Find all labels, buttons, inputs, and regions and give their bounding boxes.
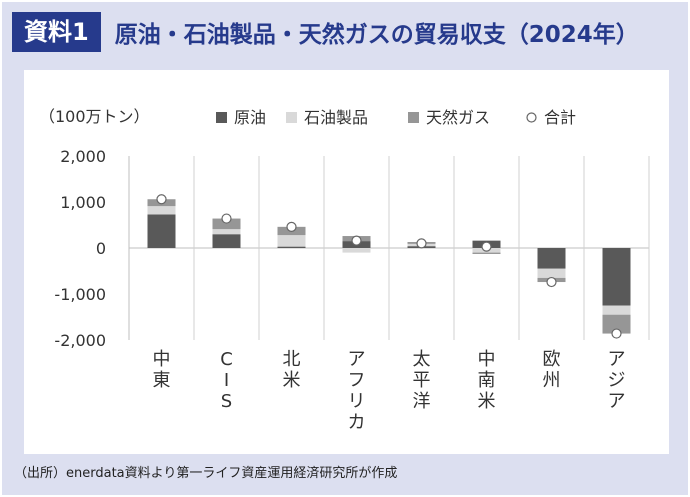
bar-segment <box>537 248 566 269</box>
total-marker <box>416 238 427 249</box>
legend-marker <box>526 112 537 123</box>
bar-segment <box>602 248 631 306</box>
chart-panel: （100万トン） 原油 石油製品 天然ガス 合計 2,000 1,000 0 -1,000 -… <box>24 70 669 454</box>
x-tick-label: 太平洋 <box>413 349 431 412</box>
bar-segment <box>147 214 176 248</box>
legend-swatch <box>408 112 419 123</box>
total-marker <box>351 235 362 246</box>
legend-swatch <box>216 112 227 123</box>
bar-segment <box>537 268 566 278</box>
bar-segment <box>472 252 501 254</box>
x-tick-label: 北米 <box>283 349 301 391</box>
total-marker <box>286 221 297 232</box>
total-markers <box>156 194 622 339</box>
legend-swatch <box>286 112 297 123</box>
bar-segment <box>277 246 306 248</box>
y-tick-label: -2,000 <box>54 331 106 350</box>
total-marker <box>221 213 232 224</box>
bar-segment <box>602 314 631 334</box>
bar-segment <box>147 206 176 215</box>
legend-label: 天然ガス <box>426 108 490 127</box>
figure-badge: 資料1 <box>12 12 101 52</box>
chart-title: 原油・石油製品・天然ガスの貿易収支（2024年） <box>114 22 639 48</box>
unit-label: （100万トン） <box>39 107 150 126</box>
bar-segment <box>277 235 306 247</box>
bar-segment <box>212 234 241 248</box>
total-marker <box>481 241 492 252</box>
x-tick-label: 中東 <box>153 349 171 391</box>
bar-segment <box>602 305 631 315</box>
bar-segment <box>212 229 241 235</box>
x-tick-label: アジア <box>608 349 626 412</box>
y-tick-label: 0 <box>96 239 106 258</box>
x-tick-label: アフリカ <box>348 349 366 433</box>
legend-label: 石油製品 <box>304 108 368 127</box>
chart-svg: （100万トン） 原油 石油製品 天然ガス 合計 2,000 1,000 0 -1,000 -… <box>39 107 650 433</box>
legend-label: 合計 <box>544 108 576 127</box>
x-tick-label: 中南米 <box>478 349 496 412</box>
header: 資料1 原油・石油製品・天然ガスの貿易収支（2024年） <box>12 10 682 54</box>
bar-segment <box>212 218 241 230</box>
y-tick-label: 2,000 <box>60 147 106 166</box>
bar-segment <box>342 248 371 253</box>
y-tick-label: 1,000 <box>60 193 106 212</box>
source-note: （出所）enerdata資料より第一ライフ資産運用経済研究所が作成 <box>14 466 398 481</box>
y-tick-label: -1,000 <box>54 285 106 304</box>
legend-label: 原油 <box>234 108 266 127</box>
legend: 原油 石油製品 天然ガス 合計 <box>216 108 576 127</box>
x-axis: 中東 C I S 北米 アフリカ 太平洋 中南米 欧州 アジア <box>153 156 650 433</box>
total-marker <box>156 194 167 205</box>
x-tick-label: 欧州 <box>543 349 561 391</box>
total-marker <box>546 276 557 288</box>
total-marker <box>611 328 622 339</box>
